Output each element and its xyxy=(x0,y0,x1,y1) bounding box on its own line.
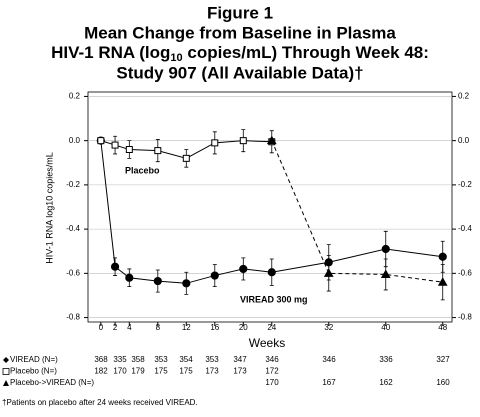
footnote: †Patients on placebo after 24 weeks rece… xyxy=(2,398,198,407)
marker xyxy=(380,269,391,278)
y-tick-label: 0.2 xyxy=(69,92,81,101)
x-tick-label: 24 xyxy=(267,323,276,332)
marker xyxy=(125,273,134,282)
n-value: 179 xyxy=(131,367,145,376)
n-value: 368 xyxy=(94,355,108,364)
legend-symbol xyxy=(3,380,9,386)
chart-subtitle: Study 907 (All Available Data)† xyxy=(116,63,363,82)
n-value: 346 xyxy=(322,355,336,364)
n-value: 346 xyxy=(265,355,279,364)
n-value: 358 xyxy=(131,355,145,364)
marker xyxy=(110,262,120,271)
x-tick-label: 8 xyxy=(156,323,161,332)
n-value: 170 xyxy=(113,367,127,376)
chart-title: Figure 1 xyxy=(207,3,273,22)
n-value: 173 xyxy=(233,367,247,376)
n-value: 335 xyxy=(113,355,127,364)
n-value: 347 xyxy=(233,355,247,364)
subtitle-part: HIV-1 RNA (log xyxy=(51,43,170,62)
n-value: 353 xyxy=(205,355,219,364)
n-value: 353 xyxy=(154,355,168,364)
y-tick-label: -0.4 xyxy=(66,224,80,233)
plot-frame xyxy=(87,91,453,323)
x-tick-label: 4 xyxy=(127,323,132,332)
marker xyxy=(437,277,448,286)
n-value: 173 xyxy=(205,367,219,376)
y2-tick-label: -0.6 xyxy=(458,268,472,277)
x-tick-label: 0 xyxy=(99,323,104,332)
x-tick-label: 20 xyxy=(239,323,248,332)
marker xyxy=(154,147,162,155)
n-value: 336 xyxy=(379,355,393,364)
n-value: 162 xyxy=(379,378,393,387)
y-tick-label: 0.0 xyxy=(69,136,81,145)
marker xyxy=(267,268,276,277)
marker xyxy=(239,264,248,274)
annotation: Placebo xyxy=(125,165,160,175)
n-value: 175 xyxy=(179,367,193,376)
chart-subtitle: Mean Change from Baseline in Plasma xyxy=(84,23,396,42)
series-line xyxy=(271,140,443,283)
legend-label: VIREAD (N=) xyxy=(10,355,58,364)
chart-subtitle: HIV-1 RNA (log10 copies/mL) Through Week… xyxy=(51,43,429,63)
marker xyxy=(266,135,277,145)
marker xyxy=(125,146,133,153)
marker xyxy=(153,276,162,286)
n-value: 160 xyxy=(436,378,450,387)
y-tick-label: -0.2 xyxy=(66,180,80,189)
marker xyxy=(211,139,219,147)
y2-tick-label: 0.2 xyxy=(458,92,470,101)
marker xyxy=(111,141,119,149)
n-value: 354 xyxy=(179,355,193,364)
x-tick-label: 2 xyxy=(113,323,118,332)
marker xyxy=(210,271,219,280)
y-tick-label: -0.6 xyxy=(66,268,80,277)
y2-tick-label: -0.2 xyxy=(458,180,472,189)
y2-tick-label: -0.8 xyxy=(458,313,472,322)
n-value: 170 xyxy=(265,378,279,387)
y-axis-label: HIV-1 RNA log10 copies/mL xyxy=(44,152,54,264)
n-value: 167 xyxy=(322,378,336,387)
x-axis-label: Weeks xyxy=(249,336,285,350)
n-value: 175 xyxy=(154,367,168,376)
x-tick-label: 16 xyxy=(210,323,219,332)
legend-symbol xyxy=(2,368,10,375)
marker xyxy=(323,268,334,277)
n-value: 172 xyxy=(265,367,279,376)
y-tick-label: -0.8 xyxy=(66,313,80,322)
y2-tick-label: 0.0 xyxy=(458,136,470,145)
marker xyxy=(239,137,247,145)
marker xyxy=(381,244,390,254)
subtitle-part: copies/mL) Through Week 48: xyxy=(183,43,429,62)
marker xyxy=(182,154,190,162)
legend-label: Placebo->VIREAD (N=) xyxy=(10,378,94,387)
n-value: 182 xyxy=(94,367,108,376)
x-tick-label: 48 xyxy=(438,323,447,332)
marker xyxy=(97,137,105,145)
y2-tick-label: -0.4 xyxy=(458,224,472,233)
x-tick-label: 32 xyxy=(324,323,333,332)
n-value: 327 xyxy=(436,355,450,364)
legend-label: Placebo (N=) xyxy=(10,367,57,376)
legend-symbol xyxy=(3,357,9,363)
annotation: VIREAD 300 mg xyxy=(240,294,308,304)
x-tick-label: 12 xyxy=(182,323,191,332)
x-tick-label: 40 xyxy=(381,323,390,332)
marker xyxy=(182,279,191,288)
subtitle-subscript: 10 xyxy=(170,52,182,64)
marker xyxy=(438,252,447,261)
